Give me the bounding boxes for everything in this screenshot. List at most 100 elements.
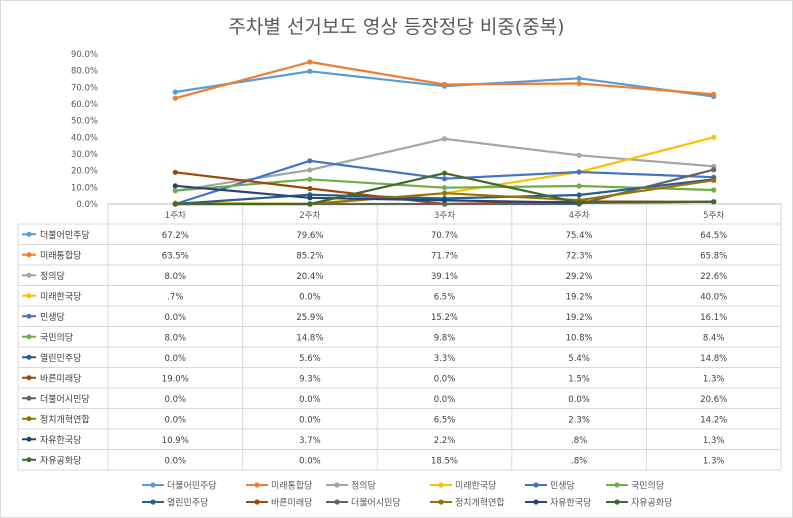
- table-cell: 15.2%: [431, 313, 458, 323]
- y-axis: 0.0% 10.0% 20.0% 30.0% 40.0% 50.0% 60.0% 70.0% 8…: [71, 50, 98, 210]
- table-cell: 9.8%: [434, 333, 456, 343]
- y-tick-label: 70.0%: [71, 83, 98, 93]
- table-cell: 39.1%: [431, 272, 458, 282]
- data-point: [441, 170, 448, 176]
- data-point: [307, 167, 313, 173]
- table-legend-marker: [26, 334, 32, 340]
- table-cell: .7%: [167, 292, 183, 302]
- table-cell: 64.5%: [700, 231, 727, 241]
- table-row-label: 자유한국당: [40, 435, 81, 446]
- data-point: [307, 158, 313, 164]
- data-point: [711, 134, 717, 140]
- y-tick-label: 40.0%: [71, 133, 98, 143]
- table-cell: 72.3%: [566, 251, 593, 261]
- table-cell: 0.0%: [164, 395, 186, 405]
- table-cell: 0.0%: [434, 395, 456, 405]
- table-cell: 1.5%: [568, 374, 590, 384]
- table-cell: 2.3%: [568, 415, 590, 425]
- table-row-label: 열린민주당: [40, 353, 81, 364]
- data-point: [441, 197, 448, 203]
- table-row-label: 민생당: [40, 312, 65, 323]
- data-point: [172, 89, 178, 95]
- x-category-label: 4주차: [569, 211, 590, 221]
- data-point: [307, 185, 313, 192]
- table-legend-marker: [26, 252, 32, 258]
- table-row-label: 미래통합당: [40, 250, 81, 261]
- data-point: [576, 80, 582, 87]
- legend-label: 더불어시민당: [351, 498, 401, 509]
- data-point: [307, 176, 313, 182]
- table-cell: 0.0%: [299, 415, 321, 425]
- table-cell: 0.0%: [164, 415, 186, 425]
- y-tick-label: 0.0%: [76, 200, 98, 210]
- table-cell: 0.0%: [164, 456, 186, 466]
- legend-label: 더불어민주당: [167, 481, 217, 492]
- table-cell: .8%: [571, 456, 587, 466]
- table-legend-marker: [26, 354, 32, 360]
- legend-marker: [614, 482, 620, 488]
- legend-label: 자유한국당: [550, 498, 591, 509]
- table-cell: 3.7%: [299, 436, 321, 446]
- legend-marker: [438, 499, 444, 505]
- table-row-label: 자유공화당: [40, 455, 81, 466]
- data-point: [441, 185, 448, 191]
- y-tick-label: 20.0%: [71, 167, 98, 177]
- table-cell: 1.3%: [703, 456, 725, 466]
- table-legend-marker: [26, 375, 32, 381]
- table-cell: 0.0%: [164, 313, 186, 323]
- legend-marker: [150, 482, 156, 488]
- table-cell: 25.9%: [296, 313, 323, 323]
- table-cell: 8.0%: [164, 272, 186, 282]
- data-point: [307, 201, 313, 207]
- data-point: [441, 81, 448, 88]
- data-point: [441, 136, 448, 142]
- data-point: [441, 190, 448, 196]
- data-point: [172, 188, 178, 194]
- table-legend-marker: [26, 231, 32, 237]
- table-cell: 10.9%: [162, 436, 189, 446]
- legend-marker: [533, 482, 539, 488]
- table-cell: 29.2%: [566, 272, 593, 282]
- table-cell: 8.0%: [164, 333, 186, 343]
- legend-label: 미래통합당: [271, 481, 312, 492]
- table-cell: 14.8%: [700, 354, 727, 364]
- table-legend-marker: [26, 457, 32, 463]
- table-cell: 85.2%: [296, 251, 323, 261]
- table-legend-marker: [26, 313, 32, 319]
- data-point: [576, 152, 582, 158]
- table-cell: 75.4%: [566, 231, 593, 241]
- table-cell: 22.6%: [700, 272, 727, 282]
- table-cell: 19.2%: [566, 292, 593, 302]
- data-point: [172, 95, 178, 101]
- x-category-label: 5주차: [703, 211, 724, 221]
- table-cell: 0.0%: [299, 395, 321, 405]
- data-point: [711, 167, 717, 173]
- table-cell: 1.3%: [703, 436, 725, 446]
- table-cell: 0.0%: [434, 374, 456, 384]
- legend-marker: [334, 499, 340, 505]
- x-category-label: 3주차: [434, 211, 455, 221]
- table-legend-marker: [26, 293, 32, 299]
- data-point: [172, 169, 178, 175]
- table-row-label: 바른미래당: [40, 373, 81, 384]
- data-point: [307, 195, 313, 201]
- legend-marker: [254, 482, 260, 488]
- data-point: [307, 68, 313, 74]
- data-point: [307, 59, 313, 65]
- table-cell: 19.0%: [162, 374, 189, 384]
- table-cell: 6.5%: [434, 415, 456, 425]
- data-point: [576, 183, 582, 189]
- legend-marker: [334, 482, 340, 488]
- table-cell: 40.0%: [700, 292, 727, 302]
- data-point: [576, 169, 582, 175]
- table-cell: 0.0%: [299, 456, 321, 466]
- table-cell: 2.2%: [434, 436, 456, 446]
- table-cell: 71.7%: [431, 251, 458, 261]
- table-cell: 63.5%: [162, 251, 189, 261]
- table-cell: 18.5%: [431, 456, 458, 466]
- legend-marker: [614, 499, 620, 505]
